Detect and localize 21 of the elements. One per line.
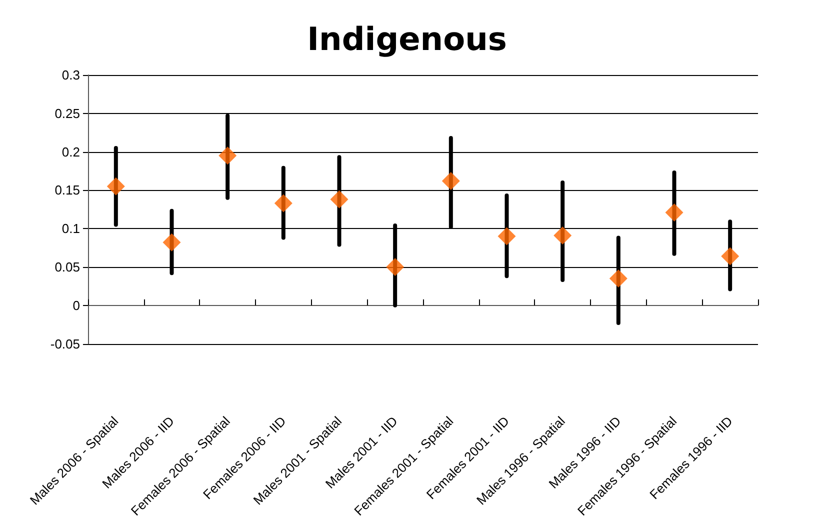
point [106,177,125,196]
point [721,247,740,266]
y-tick-label: 0.05 [54,259,80,274]
chart-title: Indigenous [307,20,507,58]
y-tick-label: 0 [72,298,80,313]
point [498,227,516,246]
y-tick-label: 0.15 [54,182,80,198]
point [218,146,237,165]
y-tick-label: 0.2 [62,144,80,160]
y-tick-label: 0.1 [62,221,80,236]
point [665,203,684,222]
point [609,269,628,288]
y-tick-label: 0.25 [54,106,80,121]
point [330,190,348,208]
point [162,233,181,252]
point [554,226,572,244]
point [442,172,460,190]
y-tick-label: 0.3 [62,68,80,82]
point [274,194,292,212]
point [386,258,404,276]
y-tick-label: -0.05 [50,336,80,352]
